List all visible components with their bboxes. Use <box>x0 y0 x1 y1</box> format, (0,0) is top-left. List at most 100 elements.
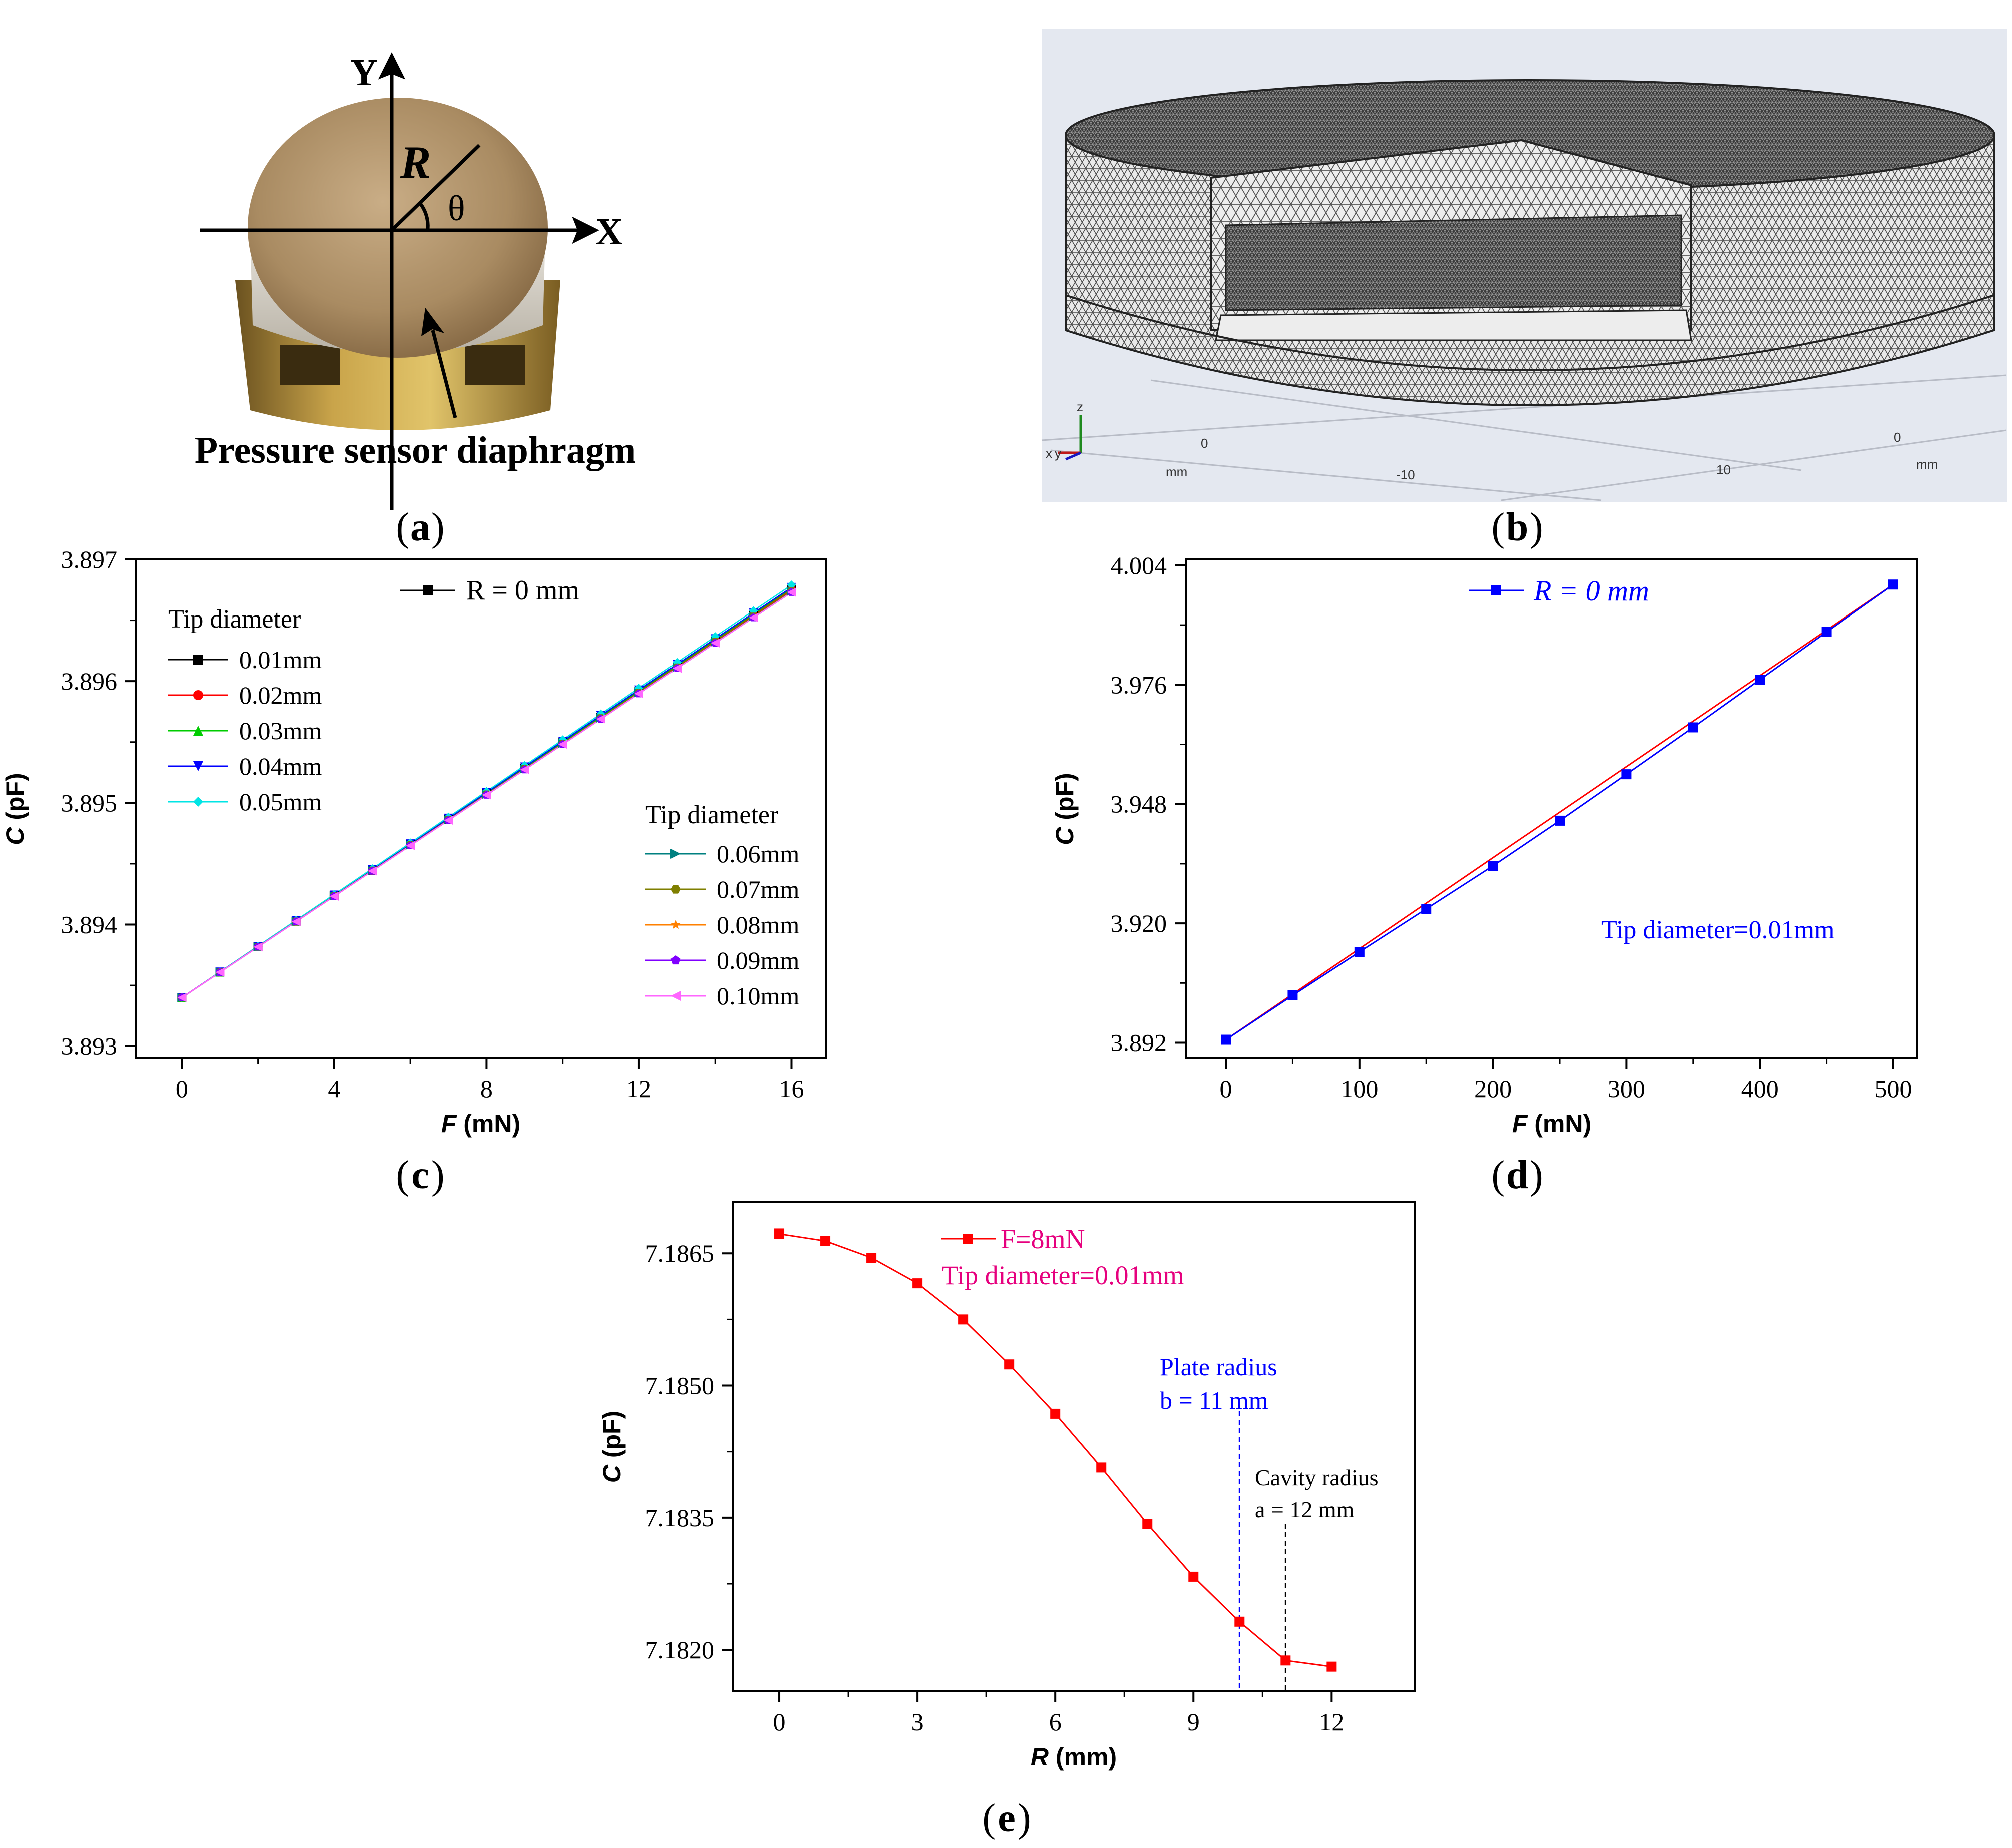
data-point-d <box>1888 579 1898 590</box>
tick-label-b-4: 0 <box>1894 430 1901 445</box>
svg-text:(: ( <box>1491 505 1505 549</box>
data-point-c-0.10mm <box>329 891 339 901</box>
svg-text:d: d <box>1506 1153 1529 1197</box>
data-point-c-0.10mm <box>444 816 453 825</box>
svg-text:(: ( <box>982 1796 996 1840</box>
legend-e: F=8mN <box>1001 1224 1085 1254</box>
chart-e-y-tick-label: 7.1820 <box>645 1636 715 1664</box>
tick-label-b-2: -10 <box>1396 467 1415 482</box>
legend-c-label-0.02mm: 0.02mm <box>239 681 322 709</box>
panel-label-e: ( e ) <box>982 1796 1031 1840</box>
legend-c-marker-0.03mm <box>193 726 203 736</box>
data-point-e <box>1142 1519 1153 1529</box>
chart-e-axes: 0 3 6 9 12 7.1820 7.1835 7.1850 7.1865 R (mm) C (p… <box>598 1201 1416 1771</box>
data-point-d <box>1488 861 1498 871</box>
chart-d-x-tick-label: 400 <box>1741 1075 1779 1103</box>
chart-d-x-tick-label: 300 <box>1608 1075 1645 1103</box>
panel-a: Y X R θ Pressure sensor diaphragm ( a ) <box>195 52 636 549</box>
chart-d-y-tick-label: 4.004 <box>1111 551 1167 579</box>
data-point-e <box>1188 1571 1199 1582</box>
legend-c-title-2: Tip diameter <box>645 801 778 829</box>
radius-symbol: R <box>400 137 431 188</box>
data-point-e <box>774 1228 785 1239</box>
legend-c-label-0.01mm: 0.01mm <box>239 646 322 674</box>
legend-c-label-0.07mm: 0.07mm <box>717 875 799 903</box>
svg-text:): ) <box>1018 1796 1031 1840</box>
data-point-c-0.10mm <box>558 740 567 749</box>
svg-text:): ) <box>1530 1153 1543 1197</box>
chart-e-plot-frame <box>732 1201 1416 1692</box>
plate-radius-value: b = 11 mm <box>1160 1386 1268 1414</box>
chart-d-y-tick-label: 3.892 <box>1111 1028 1167 1056</box>
panel-label-a: ( a ) <box>396 505 444 549</box>
data-point-c-0.10mm <box>596 714 605 724</box>
data-point-e <box>1004 1359 1015 1370</box>
chart-e-legend: F=8mN <box>941 1224 1085 1254</box>
svg-text:(: ( <box>396 505 409 549</box>
cylinder-lower-ring <box>1065 294 1994 371</box>
legend-c-marker-0.01mm <box>193 655 203 665</box>
panel-b: z x y 0 mm -10 10 0 mm ( b ) <box>1041 29 2007 549</box>
chart-c: 0 4 8 12 16 3.893 3.894 3.895 3.896 3.897 F (mN) C … <box>1 545 827 1197</box>
data-point-e <box>866 1253 877 1263</box>
chart-c-y-tick-label: 3.893 <box>61 1032 118 1060</box>
axis-x-label: X <box>595 211 623 253</box>
angle-symbol: θ <box>448 188 465 228</box>
data-point-e <box>1096 1462 1107 1473</box>
triad-z-label: z <box>1077 399 1083 414</box>
coordinate-axes <box>200 52 599 510</box>
panel-label-b: ( b ) <box>1491 505 1543 549</box>
legend-c-marker-0.08mm <box>670 920 681 929</box>
sensor-diaphragm-top <box>248 98 548 358</box>
triad-x-label: x <box>1046 446 1052 461</box>
sensor-base-slot-2 <box>465 345 525 385</box>
data-point-d <box>1688 722 1698 733</box>
data-point-c-0.10mm <box>749 613 758 623</box>
data-point-e <box>1326 1661 1337 1672</box>
legend-c-label-0.06mm: 0.06mm <box>717 840 799 868</box>
chart-e-x-tick-label: 3 <box>911 1708 924 1736</box>
tick-label-b-1: mm <box>1166 464 1187 479</box>
svg-text:(: ( <box>396 1153 409 1197</box>
legend-c-marker-0.06mm <box>670 849 681 859</box>
chart-e: 0 3 6 9 12 7.1820 7.1835 7.1850 7.1865 R (mm) C (p… <box>598 1201 1416 1840</box>
chart-c-x-axis-title: F (mN) <box>441 1110 520 1138</box>
chart-e-y-tick-label: 7.1865 <box>645 1239 715 1267</box>
chart-e-marks <box>774 1228 1337 1691</box>
chart-c-plot-frame <box>135 558 827 1059</box>
chart-c-y-tick-label: 3.896 <box>61 667 118 695</box>
svg-text:): ) <box>1530 505 1543 549</box>
diaphragm-pointer-head <box>421 308 444 336</box>
chart-c-y-tick-label: 3.894 <box>61 911 118 939</box>
panel-label-c: ( c ) <box>396 1153 444 1197</box>
data-point-c-0.10mm <box>711 638 720 648</box>
chart-e-x-tick-label: 9 <box>1187 1708 1200 1736</box>
data-point-c-0.10mm <box>520 765 529 774</box>
chart-d-axes: 0 100 200 300 400 500 3.892 3.920 3.948 3.976 4.00… <box>1051 551 1918 1138</box>
triad-y-label: y <box>1055 446 1061 461</box>
chart-c-axes: 0 4 8 12 16 3.893 3.894 3.895 3.896 3.897 F (mN) C … <box>1 545 827 1138</box>
cutaway-floor <box>1215 309 1692 341</box>
chart-d: 0 100 200 300 400 500 3.892 3.920 3.948 3.976 4.00… <box>1051 551 1918 1197</box>
legend-c-items: 0.01mm 0.02mm 0.03mm 0.04mm 0.05mm 0.06mm 0.07… <box>168 646 799 1010</box>
chart-d-y-axis-title: C (pF) <box>1051 773 1079 845</box>
chart-c-y-tick-label: 3.895 <box>61 789 118 817</box>
legend-c-main: R = 0 mm <box>466 575 579 606</box>
chart-e-x-tick-label: 6 <box>1049 1708 1062 1736</box>
data-point-d <box>1755 675 1765 685</box>
diaphragm-caption: Pressure sensor diaphragm <box>195 429 636 471</box>
data-point-d <box>1287 990 1298 1000</box>
legend-c-marker-0.04mm <box>193 761 203 771</box>
data-point-e <box>820 1236 831 1246</box>
diaphragm-pointer <box>431 330 457 418</box>
chart-c-x-tick-label: 16 <box>779 1075 804 1103</box>
chart-d-marks <box>1221 579 1898 1045</box>
mesh-cylinder <box>1065 79 1995 406</box>
chart-c-x-tick-label: 8 <box>480 1075 493 1103</box>
chart-c-y-tick-label: 3.897 <box>61 545 118 573</box>
reference-line-d <box>1225 583 1894 1040</box>
ground-grid <box>1041 374 2007 501</box>
chart-e-x-tick-label: 0 <box>773 1708 786 1736</box>
data-point-c-0.10mm <box>787 587 796 597</box>
